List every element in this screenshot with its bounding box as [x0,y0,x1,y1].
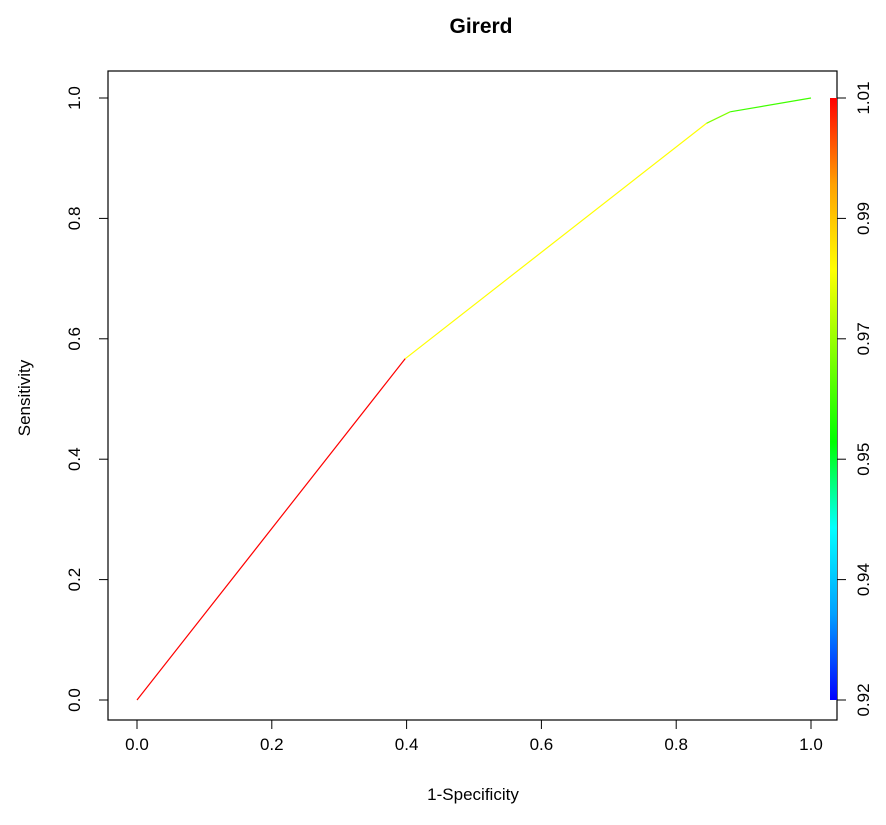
colorbar-tick-label: 0.97 [854,322,873,355]
colorbar-tick-label: 0.94 [854,563,873,596]
y-axis-label: Sensitivity [15,359,34,436]
x-tick-label: 1.0 [799,735,823,754]
y-tick-label: 0.6 [65,327,84,351]
colorbar-tick-label: 0.95 [854,443,873,476]
roc-segment [730,97,812,113]
y-tick-label: 1.0 [65,86,84,110]
roc-segment [136,358,406,701]
x-tick-label: 0.8 [664,735,688,754]
y-tick-label: 0.8 [65,207,84,231]
series-layer [136,97,812,701]
roc-segment [404,122,707,360]
roc-segment [706,111,731,124]
x-axis-label: 1-Specificity [427,785,519,804]
plot-frame [107,70,838,721]
x-tick-label: 0.0 [125,735,149,754]
x-tick-label: 0.2 [260,735,284,754]
colorbar-tick-label: 0.92 [854,683,873,716]
x-tick-label: 0.6 [530,735,554,754]
x-tick-label: 0.4 [395,735,419,754]
colorbar [830,98,837,700]
chart-title: Girerd [449,15,512,38]
colorbar-tick-label: 1.01 [854,81,873,114]
axis-layer: 0.0 0.2 0.4 0.6 0.8 1.0 0.0 0.2 0.4 0.6 0.8 1.0 0.92… [65,81,873,754]
y-tick-label: 0.4 [65,447,84,471]
y-tick-label: 0.0 [65,688,84,712]
colorbar-tick-label: 0.99 [854,202,873,235]
y-tick-label: 0.2 [65,568,84,592]
